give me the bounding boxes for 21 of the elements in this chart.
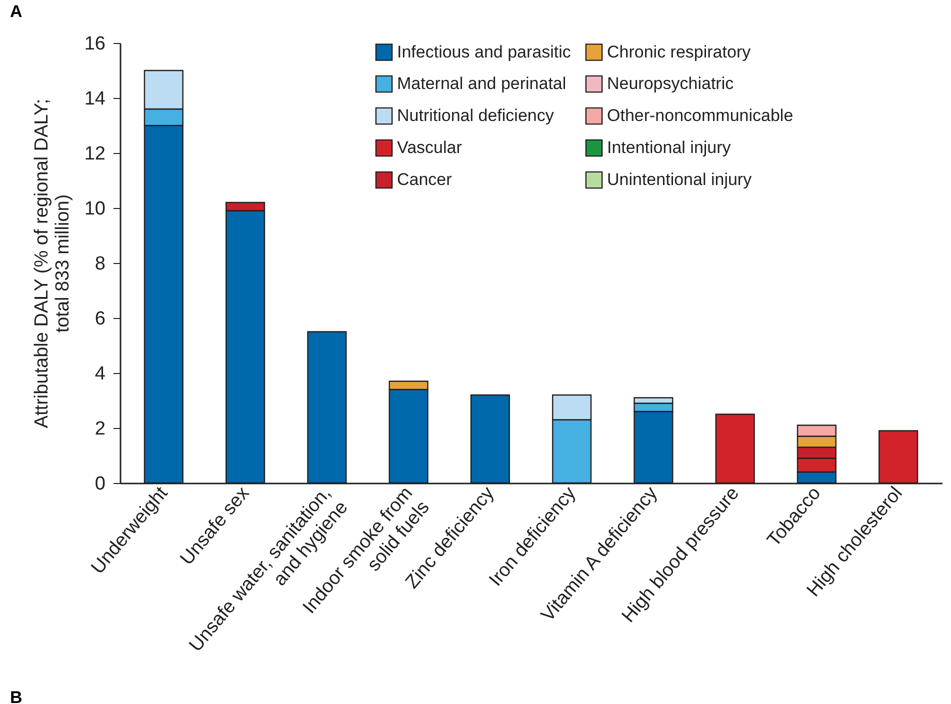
legend-label: Unintentional injury — [607, 170, 752, 189]
legend-label: Cancer — [397, 170, 452, 189]
legend-label: Intentional injury — [607, 138, 732, 157]
text: B — [10, 688, 22, 704]
y-tick-label: 6 — [94, 308, 106, 330]
y-tick-label: 16 — [84, 34, 106, 54]
legend-label: Other-noncommunicable — [607, 106, 794, 125]
y-tick-label: 4 — [94, 364, 106, 384]
legend-label: Infectious and parasitic — [397, 42, 572, 62]
legend-label: Nutritional deficiency — [397, 106, 554, 125]
chart-title: A — [10, 2, 22, 22]
y-tick-label: 12 — [84, 144, 106, 164]
legend-label: Vascular — [397, 138, 462, 157]
y-tick-label: 2 — [94, 418, 106, 440]
y-tick-label: 10 — [84, 198, 106, 220]
legend-label: Maternal and perinatal — [397, 74, 566, 93]
legend-label: Chronic respiratory — [607, 42, 752, 62]
y-axis-title: Attributable DALY (% of regional DALY; total 833 million) — [31, 98, 74, 428]
legend-label: Neuropsychiatric — [607, 74, 734, 93]
y-tick-label: 14 — [84, 88, 106, 110]
y-tick-label: 8 — [94, 254, 106, 274]
